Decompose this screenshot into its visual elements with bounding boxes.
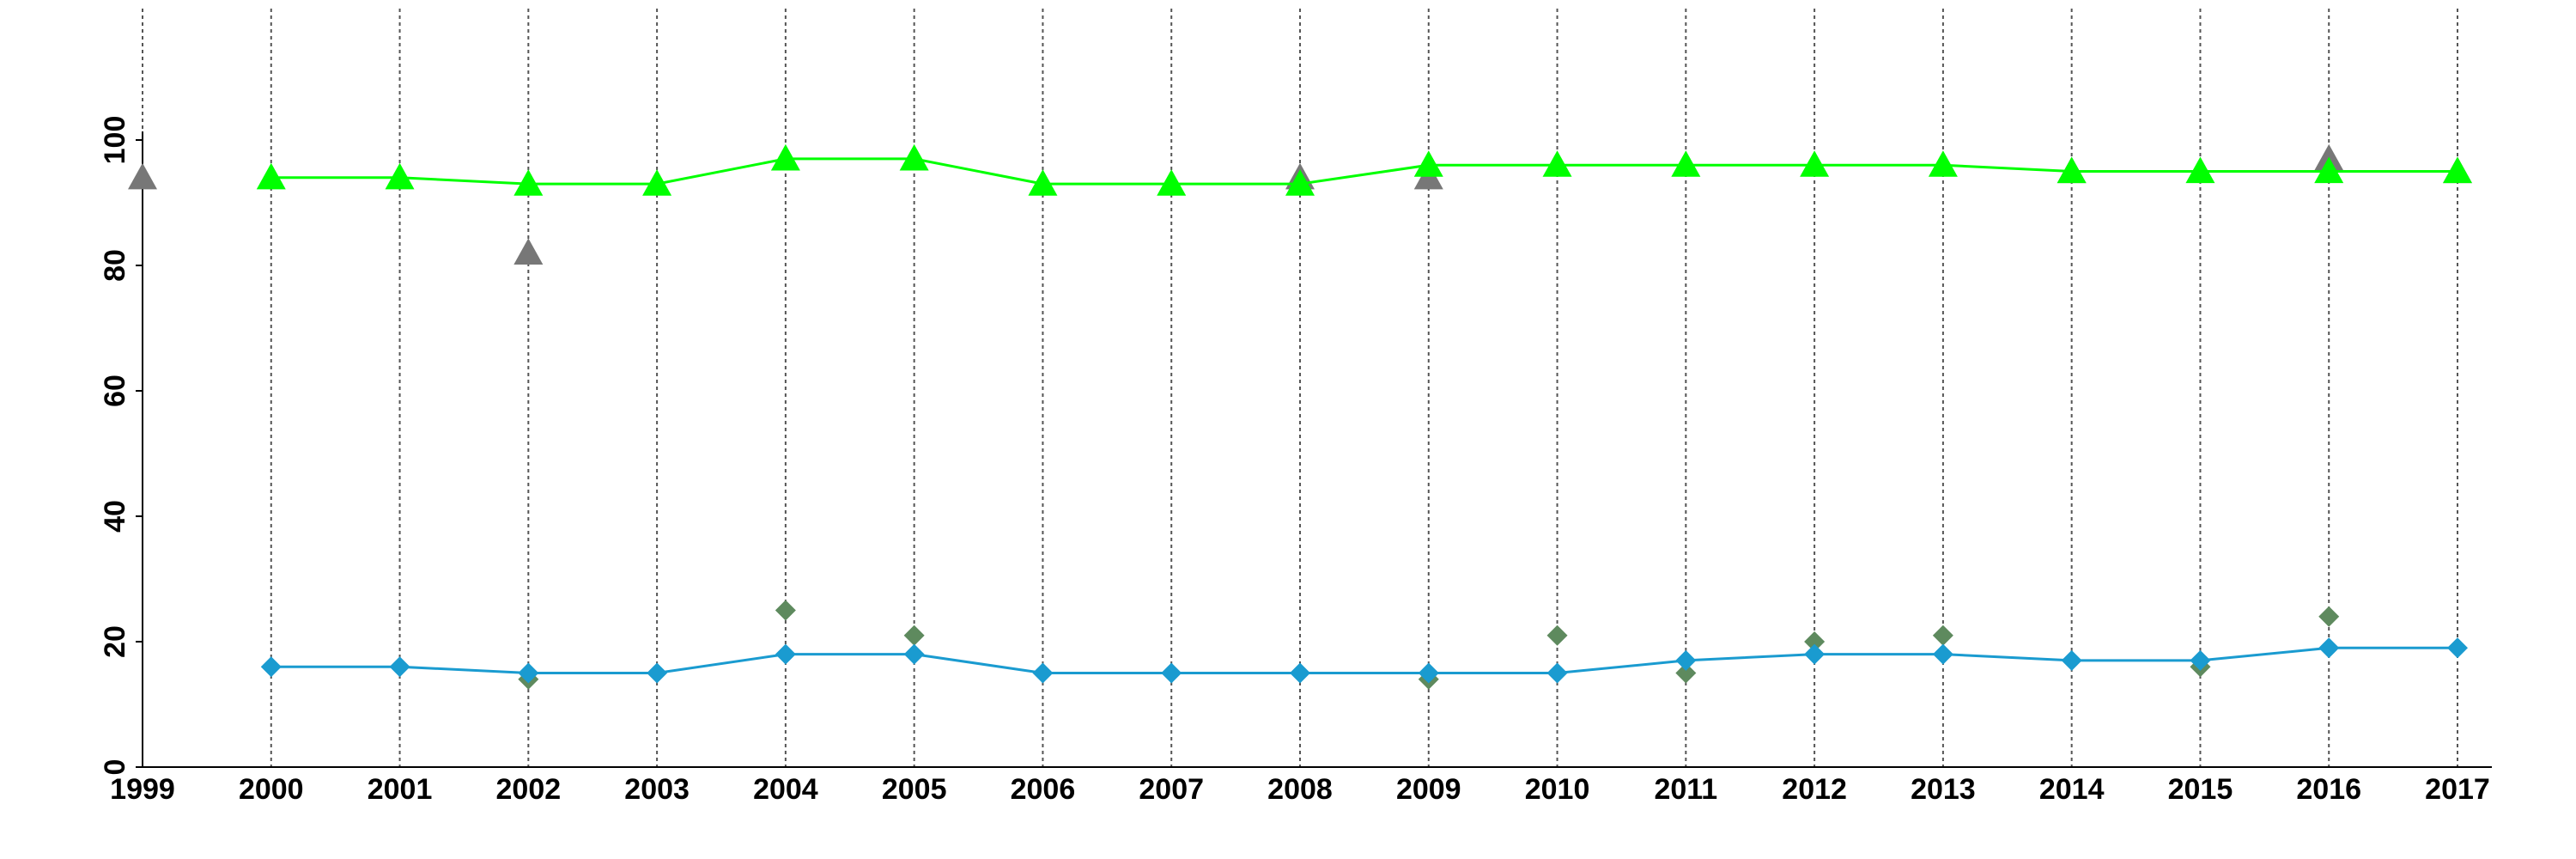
triangle-marker [513,238,544,265]
x-tick-label: 2013 [1911,773,1976,806]
diamond-marker [518,662,539,684]
diamond-marker [1032,662,1054,684]
diamond-marker [2447,637,2468,659]
x-tick-label: 2012 [1782,773,1847,806]
x-tick-label: 2014 [2039,773,2105,806]
x-tick-label: 2000 [239,773,304,806]
x-tick-label: 2006 [1011,773,1076,806]
triangle-marker [128,162,157,190]
y-tick-label: 0 [99,759,131,776]
triangle-marker [513,169,544,196]
x-tick-label: 2005 [882,773,947,806]
y-tick-label: 40 [99,500,131,533]
x-tick-label: 2003 [624,773,690,806]
diamond-marker [1546,662,1568,684]
x-tick-label: 2008 [1267,773,1333,806]
diamond-marker [1675,662,1697,684]
triangle-marker [1542,150,1572,177]
diamond-marker [647,662,668,684]
diamond-marker [903,643,925,665]
triangle-marker [1285,169,1315,196]
x-tick-label: 1999 [110,773,175,806]
y-tick-label: 60 [99,375,131,407]
triangle-marker [642,169,672,196]
x-tick-label: 2017 [2425,773,2490,806]
triangle-marker [385,162,415,190]
x-tick-label: 2004 [753,773,818,806]
diamond-marker [389,656,410,678]
diamond-marker [775,600,796,621]
diamond-marker [1546,624,1568,646]
diamond-marker [1804,631,1826,652]
triangle-marker [2314,156,2344,184]
series-line [270,646,2458,674]
x-tick-label: 2010 [1525,773,1590,806]
diamond-marker [2190,649,2211,671]
triangle-marker [899,143,929,171]
triangle-marker [1413,150,1443,177]
diamond-marker [1418,662,1439,684]
diamond-marker [1932,624,1953,646]
diamond-marker [1675,649,1697,671]
y-tick-label: 80 [99,249,131,282]
diamond-marker [1932,643,1953,665]
triangle-marker [1671,150,1701,177]
triangle-marker [1157,169,1187,196]
triangle-marker [2185,156,2215,184]
x-tick-label: 2011 [1654,773,1717,806]
triangle-marker [256,162,286,190]
diamond-marker [2318,637,2340,659]
triangle-marker [1028,169,1058,196]
diamond-marker [1290,662,1310,684]
x-tick-label: 2009 [1396,773,1461,806]
y-tick-label: 20 [99,625,131,658]
x-tick-label: 2016 [2296,773,2361,806]
triangle-marker [770,143,800,171]
triangle-marker [1800,150,1830,177]
diamond-marker [1161,662,1182,684]
x-tick-label: 2007 [1139,773,1204,806]
triangle-marker [2443,156,2472,184]
y-tick-label: 100 [99,116,131,165]
triangle-marker [2057,156,2087,184]
diamond-marker [2061,649,2082,671]
diamond-marker [775,643,796,665]
x-tick-label: 2015 [2168,773,2233,806]
x-tick-label: 2002 [496,773,562,806]
x-tick-label: 2001 [368,773,433,806]
diamond-marker [1804,643,1826,665]
diamond-marker [903,624,925,646]
diamond-marker [260,656,282,678]
triangle-marker [1928,150,1958,177]
diamond-marker [2318,606,2340,627]
series-line [270,157,2458,186]
